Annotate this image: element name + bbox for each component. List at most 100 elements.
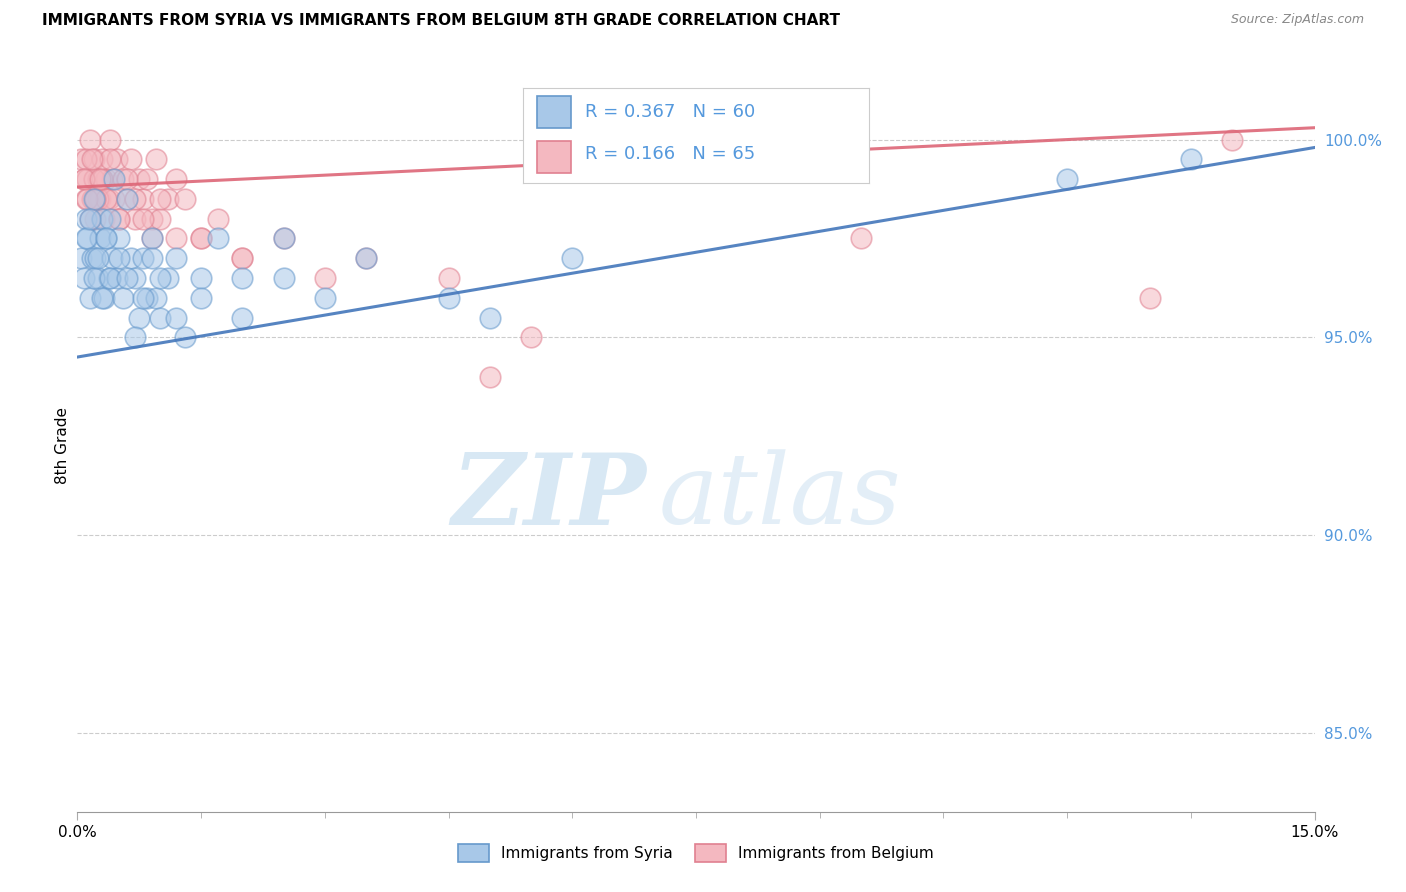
Point [128,172,150,186]
Point [73,271,96,285]
Point [87,192,110,206]
Point [91,291,114,305]
Text: R = 0.166   N = 65: R = 0.166 N = 65 [585,145,755,163]
Point [190,231,212,245]
Point [1220,132,1243,146]
Point [149,271,172,285]
Point [132,291,155,305]
Bar [537,141,571,173]
Point [91,172,114,186]
Point [107,211,129,226]
Text: ZIP: ZIP [451,449,647,545]
Point [98,153,121,167]
Point [75,211,97,226]
Point [173,330,195,344]
Point [84,192,107,206]
Point [520,330,543,344]
Point [91,153,114,167]
Point [98,132,121,146]
Point [120,251,142,265]
Point [107,231,129,245]
Point [97,271,120,285]
Point [96,172,118,186]
Point [96,231,118,245]
Point [314,271,336,285]
Point [149,192,172,206]
Point [145,153,167,167]
Point [79,211,101,226]
Point [132,211,155,226]
Point [96,231,118,245]
Point [115,271,138,285]
Point [76,172,98,186]
Bar [537,96,571,128]
Point [314,291,336,305]
Point [73,172,96,186]
Point [173,192,195,206]
Point [273,231,295,245]
Point [141,211,163,226]
Point [107,211,129,226]
Point [83,153,105,167]
Point [478,369,501,384]
Point [190,231,212,245]
Point [141,251,163,265]
Point [128,310,150,325]
Point [157,192,180,206]
Point [124,192,146,206]
Point [83,192,105,206]
Point [107,251,129,265]
Point [273,271,295,285]
Point [82,251,104,265]
Point [105,153,128,167]
Point [207,211,229,226]
Point [1180,153,1202,167]
Point [105,271,128,285]
Point [141,231,163,245]
Point [84,251,107,265]
Point [82,192,104,206]
Point [75,192,97,206]
Point [136,291,159,305]
Point [207,231,229,245]
Point [89,192,111,206]
Y-axis label: 8th Grade: 8th Grade [55,408,70,484]
Point [132,192,155,206]
Point [120,153,142,167]
Point [149,211,172,226]
Point [98,271,121,285]
Point [73,172,96,186]
Point [141,231,163,245]
Point [165,310,187,325]
Point [93,291,115,305]
Point [157,271,180,285]
Point [165,251,187,265]
Point [87,251,110,265]
Point [273,231,295,245]
Point [437,291,460,305]
Point [89,172,111,186]
Point [84,211,107,226]
Point [190,271,212,285]
Legend: Immigrants from Syria, Immigrants from Belgium: Immigrants from Syria, Immigrants from B… [450,836,942,870]
Point [190,291,212,305]
Point [115,192,138,206]
Point [93,211,115,226]
Point [165,172,187,186]
Point [354,251,377,265]
Point [79,132,101,146]
Point [111,291,134,305]
Point [849,231,872,245]
Point [136,172,159,186]
Point [1139,291,1161,305]
Point [83,271,105,285]
Point [103,192,125,206]
Point [98,211,121,226]
Point [145,291,167,305]
Text: atlas: atlas [659,450,901,545]
Point [79,291,101,305]
Point [231,251,253,265]
Point [76,231,98,245]
Point [87,271,110,285]
Point [231,251,253,265]
